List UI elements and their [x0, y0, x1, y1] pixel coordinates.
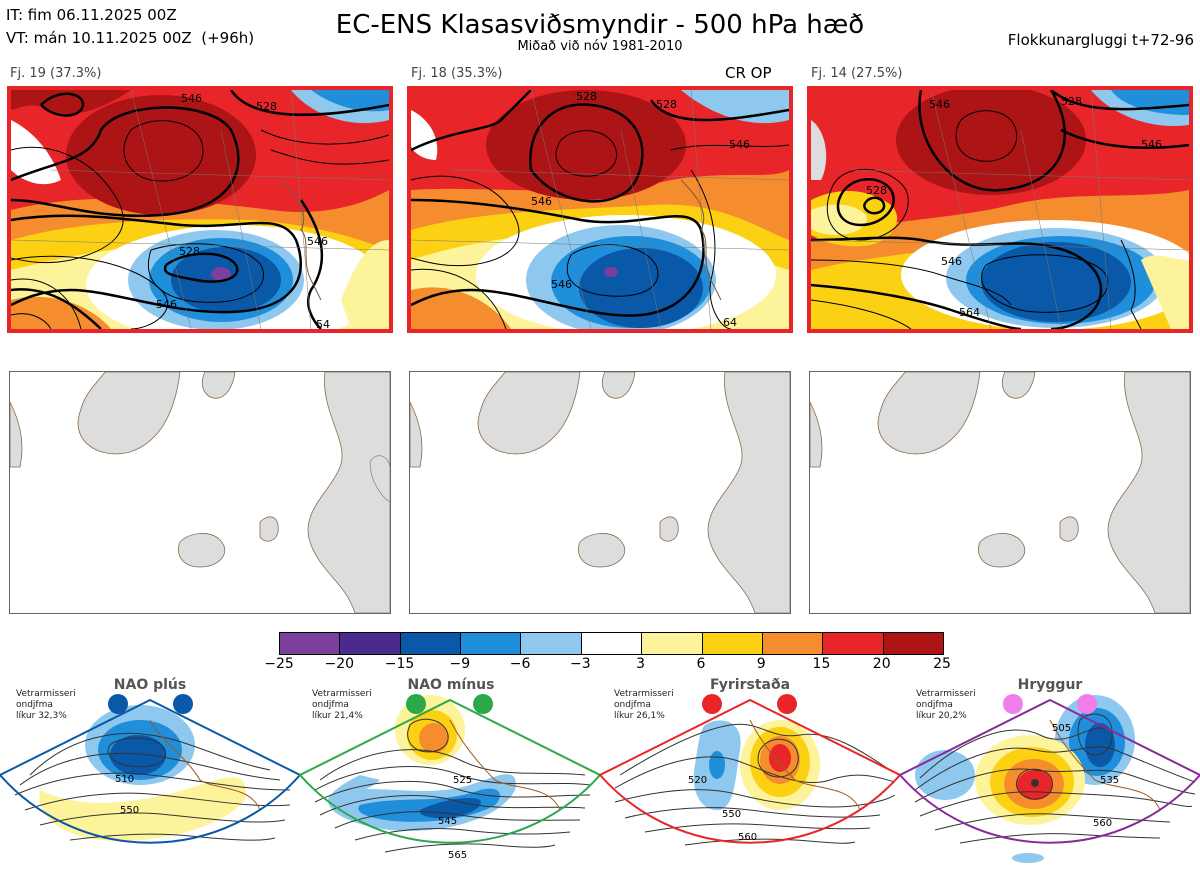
- contour-label: 546: [156, 298, 177, 311]
- page-subtitle: Miðað við nóv 1981-2010: [517, 39, 683, 54]
- contour-label: 525: [453, 775, 472, 786]
- regime-dot: [1003, 694, 1023, 714]
- colorbar-segment: [280, 633, 341, 654]
- colorbar-segment: [642, 633, 703, 654]
- contour-label: 520: [688, 775, 707, 786]
- contour-label: 528: [866, 184, 887, 197]
- regime-dot: [173, 694, 193, 714]
- contour-label: 545: [438, 816, 457, 827]
- cluster-map-2: 528 528 546 546 546 64: [407, 86, 793, 333]
- contour-label: 564: [959, 306, 980, 319]
- colorbar-segment: [461, 633, 522, 654]
- colorbar-tick: 9: [756, 656, 766, 672]
- cluster-field-2: 528 528 546 546 546 64: [411, 90, 789, 329]
- regime-stats-ridge: Vetrarmisseri ondjfma líkur 20,2%: [916, 689, 976, 721]
- regime-blocking: 520 550 560: [598, 694, 902, 846]
- contour-label: 54: [316, 318, 330, 329]
- contour-label: 528: [256, 100, 277, 113]
- regime-dot: [702, 694, 722, 714]
- land-outline: [410, 372, 790, 613]
- colorbar-tick: −25: [264, 656, 294, 672]
- colorbar-tick: −3: [570, 656, 591, 672]
- regime-fans: 510 550 525 545 565: [0, 694, 1200, 863]
- colorbar-tick: −6: [509, 656, 531, 672]
- colorbar-tick: 3: [636, 656, 646, 672]
- contour-label: 528: [179, 245, 200, 258]
- base-map-1: [9, 371, 391, 614]
- contour-label: 546: [531, 195, 552, 208]
- classification-window: Flokkunargluggi t+72-96: [1007, 31, 1194, 49]
- contour-label: 528: [576, 90, 597, 103]
- contour-label: 546: [941, 255, 962, 268]
- control-run-tag: CR OP: [725, 64, 772, 82]
- issue-time: IT: fim 06.11.2025 00Z: [6, 6, 177, 24]
- land-outline: [10, 372, 390, 613]
- regime-title-nao-plus: NAO plús: [113, 677, 187, 693]
- page-title: EC-ENS Klasasviðsmyndir - 500 hPa hæð: [335, 10, 865, 40]
- colorbar-segment: [400, 633, 462, 654]
- cluster-map-3: 546 528 546 528 546 564: [807, 86, 1193, 333]
- regime-dot: [1077, 694, 1097, 714]
- regime-dot: [108, 694, 128, 714]
- colorbar-tick: 25: [933, 656, 951, 672]
- colorbar-segment: [883, 633, 943, 654]
- colorbar-segment: [823, 633, 884, 654]
- base-map-2: [409, 371, 791, 614]
- colorbar-segment: [581, 633, 643, 654]
- cluster-map-1: 528 546 528 546 546 54: [7, 86, 393, 333]
- contour-label: 528: [1061, 95, 1082, 108]
- regime-stats-nao-minus: Vetrarmisseri ondjfma líkur 21,4%: [312, 689, 372, 721]
- cluster-field-1: 528 546 528 546 546 54: [11, 90, 389, 329]
- valid-time: VT: mán 10.11.2025 00Z (+96h): [6, 29, 255, 47]
- colorbar-tick: 6: [696, 656, 706, 672]
- contour-label: 528: [656, 98, 677, 111]
- contour-label: 546: [929, 98, 950, 111]
- regime-stats-nao-plus: Vetrarmisseri ondjfma líkur 32,3%: [16, 689, 76, 721]
- regime-nao-minus: 525 545 565: [298, 694, 602, 861]
- base-map-3: [809, 371, 1191, 614]
- contour-label: 546: [181, 92, 202, 105]
- cluster-field-3: 546 528 546 528 546 564: [811, 90, 1189, 329]
- cluster-2-label: Fj. 18 (35.3%): [411, 66, 503, 81]
- colorbar-tick: −15: [384, 656, 415, 672]
- colorbar-tick: 15: [812, 656, 831, 672]
- contour-label: 560: [1093, 818, 1112, 829]
- contour-label: 546: [551, 278, 572, 291]
- anomaly-colorbar: [279, 632, 944, 655]
- colorbar-segment: [702, 633, 763, 654]
- contour-label: 560: [738, 832, 757, 843]
- regime-dot: [473, 694, 493, 714]
- contour-label: 550: [722, 809, 741, 820]
- regime-dot: [406, 694, 426, 714]
- contour-label: 546: [1141, 138, 1162, 151]
- contour-label: 535: [1100, 775, 1119, 786]
- colorbar-segment: [340, 633, 401, 654]
- colorbar-tick: 20: [872, 656, 891, 672]
- regime-nao-plus: 510 550: [0, 694, 302, 844]
- contour-label: 510: [115, 774, 134, 785]
- colorbar-tick: −20: [324, 656, 355, 672]
- contour-label: 565: [448, 850, 467, 861]
- colorbar-segment: [762, 633, 824, 654]
- regime-ridge: 505 535 560: [898, 694, 1200, 863]
- contour-label: 546: [729, 138, 750, 151]
- cluster-1-label: Fj. 19 (37.3%): [10, 66, 102, 81]
- contour-label: 64: [723, 316, 737, 329]
- contour-label: 505: [1052, 723, 1071, 734]
- regime-stats-blocking: Vetrarmisseri ondjfma líkur 26,1%: [614, 689, 674, 721]
- colorbar-tick: −9: [449, 656, 471, 672]
- regime-title-blocking: Fyrirstaða: [709, 677, 791, 693]
- contour-label: 550: [120, 805, 139, 816]
- cluster-3-label: Fj. 14 (27.5%): [811, 66, 903, 81]
- regime-title-nao-minus: NAO mínus: [407, 677, 495, 693]
- colorbar-segment: [521, 633, 582, 654]
- contour-label: 546: [307, 235, 328, 248]
- land-outline: [810, 372, 1190, 613]
- regime-dot: [777, 694, 797, 714]
- regime-title-ridge: Hryggur: [1017, 677, 1083, 693]
